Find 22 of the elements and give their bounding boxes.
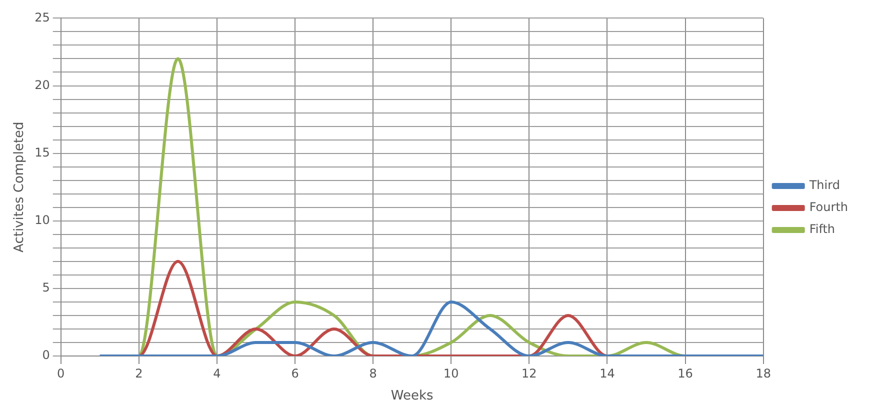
x-tick-label: 8 bbox=[369, 366, 377, 380]
x-tick-label: 0 bbox=[57, 366, 65, 380]
legend-label: Fourth bbox=[809, 200, 848, 214]
y-tick-label: 25 bbox=[34, 10, 50, 24]
x-tick-label: 6 bbox=[291, 366, 299, 380]
legend-label: Third bbox=[808, 178, 840, 192]
y-axis-title: Activites Completed bbox=[12, 122, 28, 252]
legend-label: Fifth bbox=[809, 222, 836, 236]
y-tick-label: 0 bbox=[42, 348, 50, 362]
x-tick-label: 18 bbox=[756, 366, 771, 380]
x-tick-label: 10 bbox=[443, 366, 459, 380]
x-tick-label: 14 bbox=[600, 366, 615, 380]
x-tick-label: 4 bbox=[213, 366, 221, 380]
y-tick-label: 20 bbox=[34, 78, 50, 92]
y-tick-label: 15 bbox=[34, 145, 50, 160]
x-tick-label: 16 bbox=[678, 366, 693, 380]
line-series bbox=[98, 300, 764, 356]
y-tick-label: 10 bbox=[34, 213, 50, 228]
y-tick-label: 5 bbox=[42, 280, 50, 295]
x-axis-title: Weeks bbox=[390, 388, 434, 404]
x-tick-label: 12 bbox=[522, 366, 537, 380]
x-tick-label: 2 bbox=[135, 366, 143, 380]
